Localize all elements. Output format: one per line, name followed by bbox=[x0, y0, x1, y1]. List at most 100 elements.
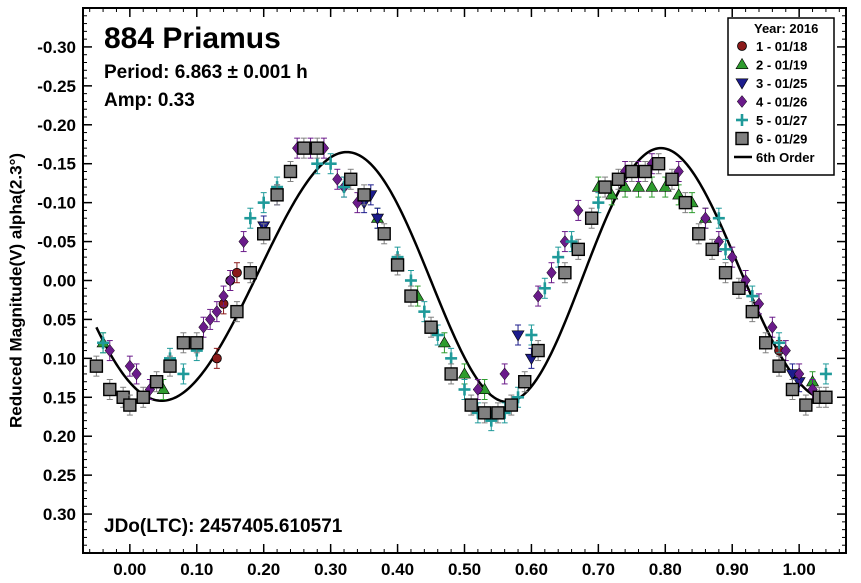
data-point bbox=[491, 406, 505, 420]
marker-shape bbox=[238, 235, 249, 248]
data-point bbox=[344, 172, 358, 186]
marker-shape bbox=[103, 382, 117, 397]
data-point bbox=[638, 164, 652, 179]
data-point bbox=[332, 172, 343, 186]
x-tick-label: 0.30 bbox=[314, 560, 347, 579]
y-tick-label: -0.25 bbox=[37, 77, 76, 96]
data-point bbox=[357, 188, 371, 202]
data-point bbox=[232, 267, 242, 278]
data-point bbox=[211, 353, 222, 364]
legend-label: 6 - 01/29 bbox=[756, 132, 807, 147]
data-point bbox=[156, 382, 170, 395]
data-point bbox=[176, 336, 191, 350]
marker-shape bbox=[799, 398, 813, 412]
marker-shape bbox=[437, 336, 451, 348]
data-point bbox=[584, 211, 599, 225]
data-point bbox=[592, 196, 605, 209]
marker-shape bbox=[163, 359, 177, 373]
legend-marker bbox=[737, 41, 747, 51]
marker-shape bbox=[645, 180, 659, 192]
marker-shape bbox=[457, 367, 472, 379]
data-point bbox=[472, 383, 484, 396]
legend-label: 3 - 01/25 bbox=[756, 76, 807, 91]
data-point bbox=[177, 367, 190, 380]
data-point bbox=[370, 213, 385, 225]
y-tick-label: 0.20 bbox=[43, 427, 76, 446]
data-point bbox=[611, 172, 626, 186]
x-tick-label: 0.40 bbox=[381, 560, 414, 579]
data-point bbox=[518, 375, 532, 389]
legend-label: 4 - 01/26 bbox=[756, 95, 807, 110]
data-point bbox=[457, 367, 472, 379]
legend-item-fit: 6th Order bbox=[734, 150, 815, 165]
y-tick-label: -0.15 bbox=[37, 155, 76, 174]
y-tick-label: 0.00 bbox=[43, 272, 76, 291]
y-tick-label: 0.10 bbox=[43, 349, 76, 368]
marker-shape bbox=[230, 304, 244, 319]
data-point bbox=[404, 274, 417, 287]
data-point bbox=[324, 157, 337, 170]
legend-items: 1 - 01/18 2 - 01/19 3 - 01/25 4 - 01/26 5 - … bbox=[734, 39, 815, 165]
marker-shape bbox=[511, 330, 525, 342]
marker-shape bbox=[605, 188, 619, 200]
data-point bbox=[270, 188, 284, 202]
data-point bbox=[772, 359, 786, 373]
marker-shape bbox=[243, 266, 258, 280]
marker-shape bbox=[491, 406, 505, 420]
data-point bbox=[552, 251, 565, 264]
data-point bbox=[244, 212, 257, 225]
data-point bbox=[404, 289, 418, 303]
marker-shape bbox=[104, 344, 115, 357]
data-point bbox=[645, 180, 659, 192]
marker-shape bbox=[598, 180, 612, 194]
data-point bbox=[700, 211, 711, 225]
y-tick-label: 0.25 bbox=[43, 466, 76, 485]
data-point bbox=[149, 375, 164, 389]
marker-shape bbox=[735, 78, 749, 90]
data-point bbox=[205, 313, 216, 326]
data-point bbox=[418, 305, 431, 318]
y-tick-label: -0.10 bbox=[37, 194, 76, 213]
points-layer bbox=[89, 137, 833, 432]
data-point bbox=[727, 250, 738, 264]
marker-shape bbox=[618, 180, 632, 192]
marker-shape bbox=[136, 390, 150, 404]
marker-shape bbox=[546, 266, 557, 280]
data-point bbox=[238, 235, 249, 248]
marker-shape bbox=[718, 266, 733, 280]
data-point bbox=[625, 164, 639, 179]
data-point bbox=[732, 281, 746, 295]
data-point bbox=[477, 406, 492, 420]
series-6 bbox=[89, 137, 833, 424]
data-point bbox=[525, 329, 538, 341]
marker-shape bbox=[678, 195, 693, 210]
marker-shape bbox=[780, 344, 791, 357]
marker-shape bbox=[736, 95, 748, 108]
data-point bbox=[230, 304, 244, 319]
marker-shape bbox=[794, 367, 805, 381]
data-point bbox=[785, 382, 800, 397]
data-point bbox=[283, 164, 298, 179]
marker-shape bbox=[377, 227, 391, 241]
marker-shape bbox=[758, 336, 773, 350]
legend-label: 5 - 01/27 bbox=[756, 113, 807, 128]
legend-item: 3 - 01/25 bbox=[735, 76, 807, 91]
data-point bbox=[437, 336, 451, 348]
legend-marker bbox=[736, 114, 748, 126]
data-point bbox=[605, 188, 619, 200]
data-point bbox=[464, 398, 478, 412]
marker-shape bbox=[499, 367, 510, 381]
series-4 bbox=[104, 137, 818, 400]
data-point bbox=[123, 398, 137, 412]
marker-shape bbox=[735, 131, 749, 146]
legend-marker bbox=[736, 95, 748, 108]
marker-shape bbox=[205, 313, 216, 326]
data-point bbox=[163, 359, 177, 373]
marker-shape bbox=[732, 281, 746, 295]
x-tick-label: 0.00 bbox=[113, 560, 146, 579]
marker-shape bbox=[573, 204, 584, 217]
marker-shape bbox=[310, 141, 324, 155]
data-point bbox=[773, 336, 786, 349]
legend-item: 1 - 01/18 bbox=[737, 39, 807, 54]
data-point bbox=[573, 204, 584, 217]
